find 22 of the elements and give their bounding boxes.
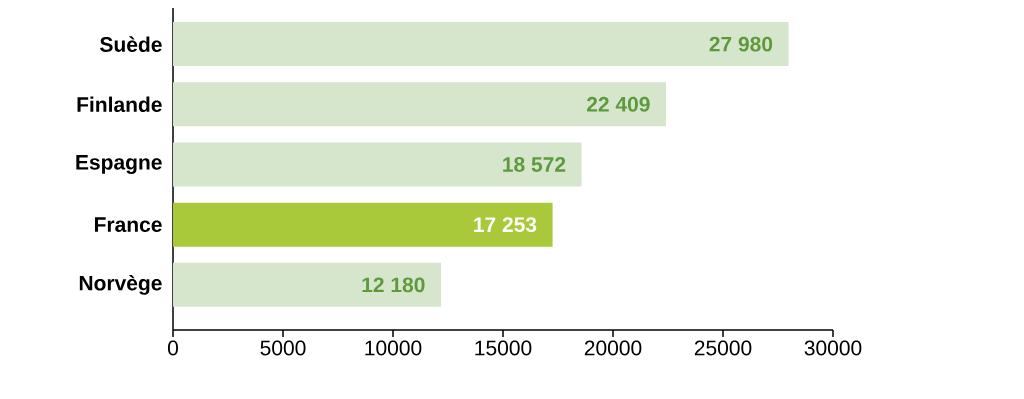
data-label: 18 572 [503,157,566,172]
bar [173,202,553,247]
y-tick-label: Espagne [76,155,162,174]
data-label: 12 180 [362,277,425,293]
bar [173,82,667,127]
data-label: 22 409 [586,96,650,112]
bar [173,262,441,307]
data-label: 17 253 [474,217,537,233]
bar [173,22,789,67]
data-label: 27 980 [709,36,773,52]
y-tick-label: Suède [100,36,162,52]
x-tick-label: 0 [167,340,179,356]
x-tick-label: 20000 [584,340,642,356]
x-tick-label: 30000 [804,340,862,356]
bar [173,142,582,187]
y-tick-label: France [95,217,162,232]
y-tick-label: Finlande [77,96,162,113]
x-tick-label: 25000 [694,340,752,356]
y-tick-label: Norvège [79,274,162,295]
x-tick-label: 10000 [365,340,422,356]
x-tick-label: 15000 [475,340,532,356]
x-tick-label: 5000 [260,340,306,356]
